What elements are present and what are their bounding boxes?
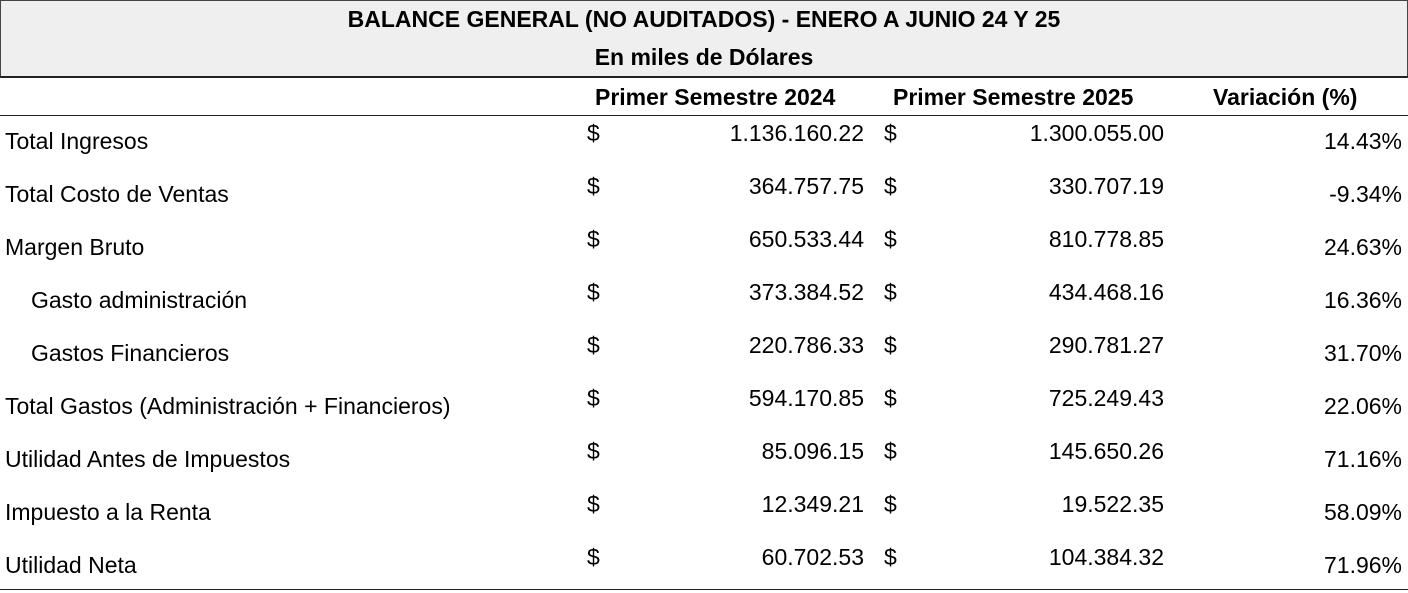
- currency: $: [587, 385, 600, 411]
- header: [0, 0, 1408, 78]
- table-row: Total Gastos (Administración + Financier…: [0, 381, 1408, 434]
- value: 85.096.15: [761, 438, 864, 464]
- value: 60.702.53: [761, 544, 864, 570]
- value: 145.650.26: [1048, 438, 1164, 464]
- value: 19.522.35: [1061, 491, 1164, 517]
- row-label: Total Ingresos: [5, 128, 149, 154]
- currency: $: [587, 438, 600, 464]
- table-row: Utilidad Antes de Impuestos $85.096.15 $14…: [0, 434, 1408, 487]
- currency: $: [884, 173, 897, 199]
- table-row: Impuesto a la Renta $12.349.21 $19.522.35 5…: [0, 487, 1408, 540]
- value: 290.781.27: [1048, 332, 1164, 358]
- currency: $: [587, 226, 600, 252]
- table-row: Total Costo de Ventas $364.757.75 $330.707…: [0, 169, 1408, 222]
- rule: [0, 115, 1408, 116]
- value: 1.136.160.22: [729, 120, 864, 146]
- variation: 24.63%: [1323, 234, 1402, 260]
- value: 12.349.21: [761, 491, 864, 517]
- variation: 22.06%: [1323, 393, 1402, 419]
- row-label: Total Costo de Ventas: [5, 181, 229, 207]
- value: 373.384.52: [748, 279, 864, 305]
- subtitle: En miles de Dólares: [594, 44, 814, 70]
- currency: $: [884, 544, 897, 570]
- row-label: Margen Bruto: [5, 234, 145, 260]
- table-row: Total Ingresos $1.136.160.22 $1.300.055.00…: [0, 116, 1408, 169]
- variation: 71.16%: [1323, 446, 1402, 472]
- table-row: Gastos Financieros $220.786.33 $290.781.27…: [0, 328, 1408, 381]
- currency: $: [587, 332, 600, 358]
- currency: $: [587, 120, 600, 146]
- value: 650.533.44: [748, 226, 864, 252]
- value: 725.249.43: [1048, 385, 1164, 411]
- currency: $: [587, 173, 600, 199]
- currency: $: [884, 385, 897, 411]
- variation: -9.34%: [1329, 181, 1402, 207]
- currency: $: [587, 279, 600, 305]
- row-label: Gastos Financieros: [31, 340, 230, 366]
- value: 220.786.33: [748, 332, 864, 358]
- table-row: Utilidad Neta $60.702.53 $104.384.32 71.96%: [0, 540, 1408, 593]
- value: 104.384.32: [1048, 544, 1164, 570]
- variation: 16.36%: [1323, 287, 1402, 313]
- value: 1.300.055.00: [1029, 120, 1164, 146]
- currency: $: [884, 120, 897, 146]
- column-header: Variación (%): [1213, 84, 1358, 110]
- rule: [0, 589, 1408, 590]
- value: 434.468.16: [1048, 279, 1164, 305]
- title: BALANCE GENERAL (NO AUDITADOS) - ENERO A…: [347, 6, 1061, 32]
- currency: $: [884, 226, 897, 252]
- currency: $: [587, 544, 600, 570]
- currency: $: [884, 332, 897, 358]
- table-row: Gasto administración $373.384.52 $434.468.…: [0, 275, 1408, 328]
- row-label: Utilidad Neta: [5, 552, 137, 578]
- value: 810.778.85: [1048, 226, 1164, 252]
- rule: [0, 76, 1408, 77]
- value: 594.170.85: [748, 385, 864, 411]
- currency: $: [884, 438, 897, 464]
- currency: $: [587, 491, 600, 517]
- column-header: Primer Semestre 2024: [595, 84, 836, 110]
- variation: 14.43%: [1323, 128, 1402, 154]
- row-label: Gasto administración: [31, 287, 248, 313]
- variation: 31.70%: [1323, 340, 1402, 366]
- value: 364.757.75: [748, 173, 864, 199]
- variation: 58.09%: [1323, 499, 1402, 525]
- currency: $: [884, 491, 897, 517]
- row-label: Utilidad Antes de Impuestos: [5, 446, 291, 472]
- column-header: Primer Semestre 2025: [893, 84, 1134, 110]
- variation: 71.96%: [1323, 552, 1402, 578]
- table-row: Margen Bruto $650.533.44 $810.778.85 24.63%: [0, 222, 1408, 275]
- value: 330.707.19: [1048, 173, 1164, 199]
- row-label: Impuesto a la Renta: [5, 499, 211, 525]
- row-label: Total Gastos (Administración + Financier…: [5, 393, 451, 419]
- currency: $: [884, 279, 897, 305]
